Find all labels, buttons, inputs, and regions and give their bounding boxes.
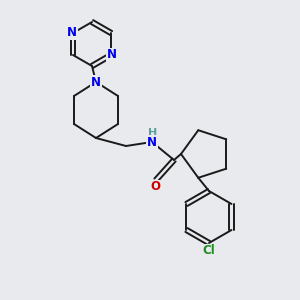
- Text: N: N: [91, 76, 101, 88]
- Text: N: N: [67, 26, 77, 40]
- Text: H: H: [148, 128, 158, 138]
- Text: N: N: [147, 136, 157, 148]
- Text: N: N: [107, 49, 117, 62]
- Text: Cl: Cl: [202, 244, 215, 257]
- Text: O: O: [150, 181, 160, 194]
